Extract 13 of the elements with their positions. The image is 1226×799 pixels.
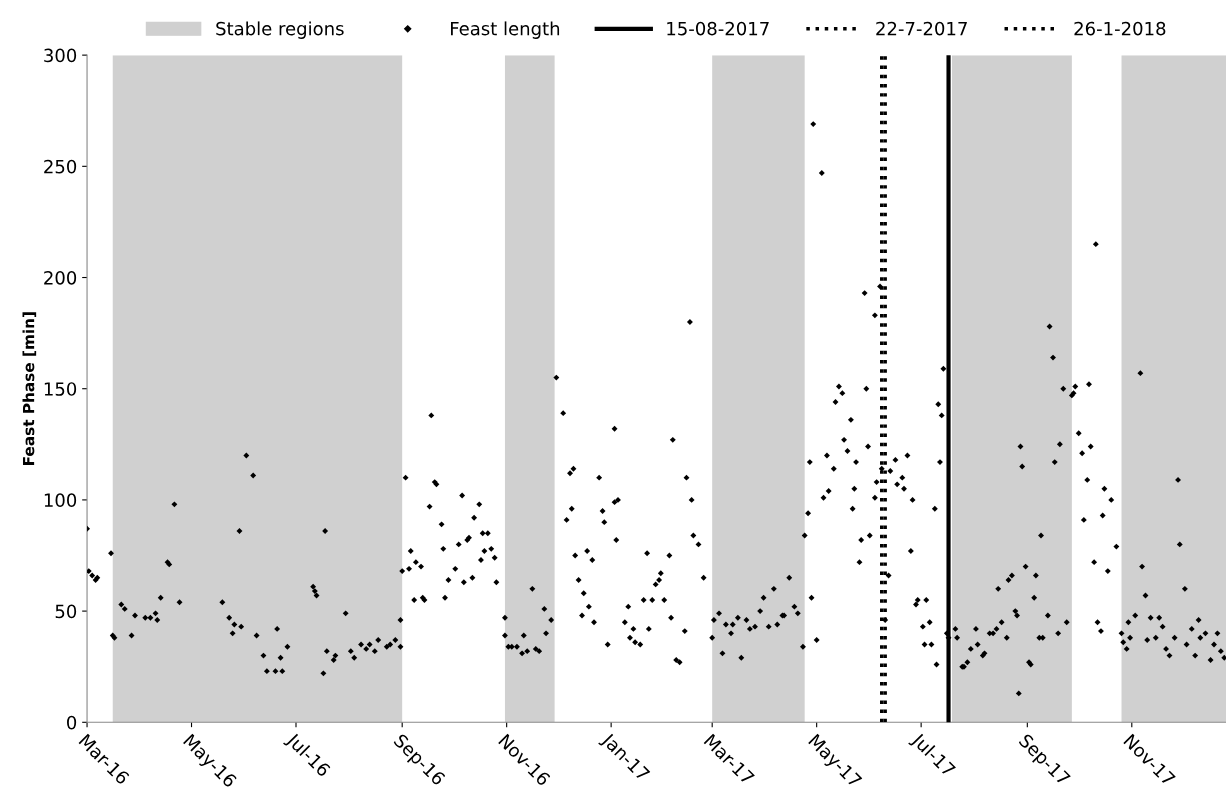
legend-label: Stable regions: [216, 21, 344, 39]
legend-label: 15-08-2017: [667, 21, 769, 36]
y-tick-label: 250: [44, 159, 77, 174]
y-tick-label: 200: [44, 270, 77, 285]
y-tick-label: 0: [67, 715, 77, 730]
y-tick-label: 300: [44, 48, 77, 63]
legend-label: 22-7-2017: [876, 21, 967, 36]
y-axis-title: Feast Phase [min]: [22, 312, 37, 465]
y-tick-label: 150: [44, 382, 77, 396]
legend-label: Feast length: [451, 21, 560, 39]
y-tick-label: 50: [55, 604, 77, 619]
y-tick-label: 100: [44, 493, 77, 508]
legend-label: 26-1-2018: [1074, 21, 1166, 36]
